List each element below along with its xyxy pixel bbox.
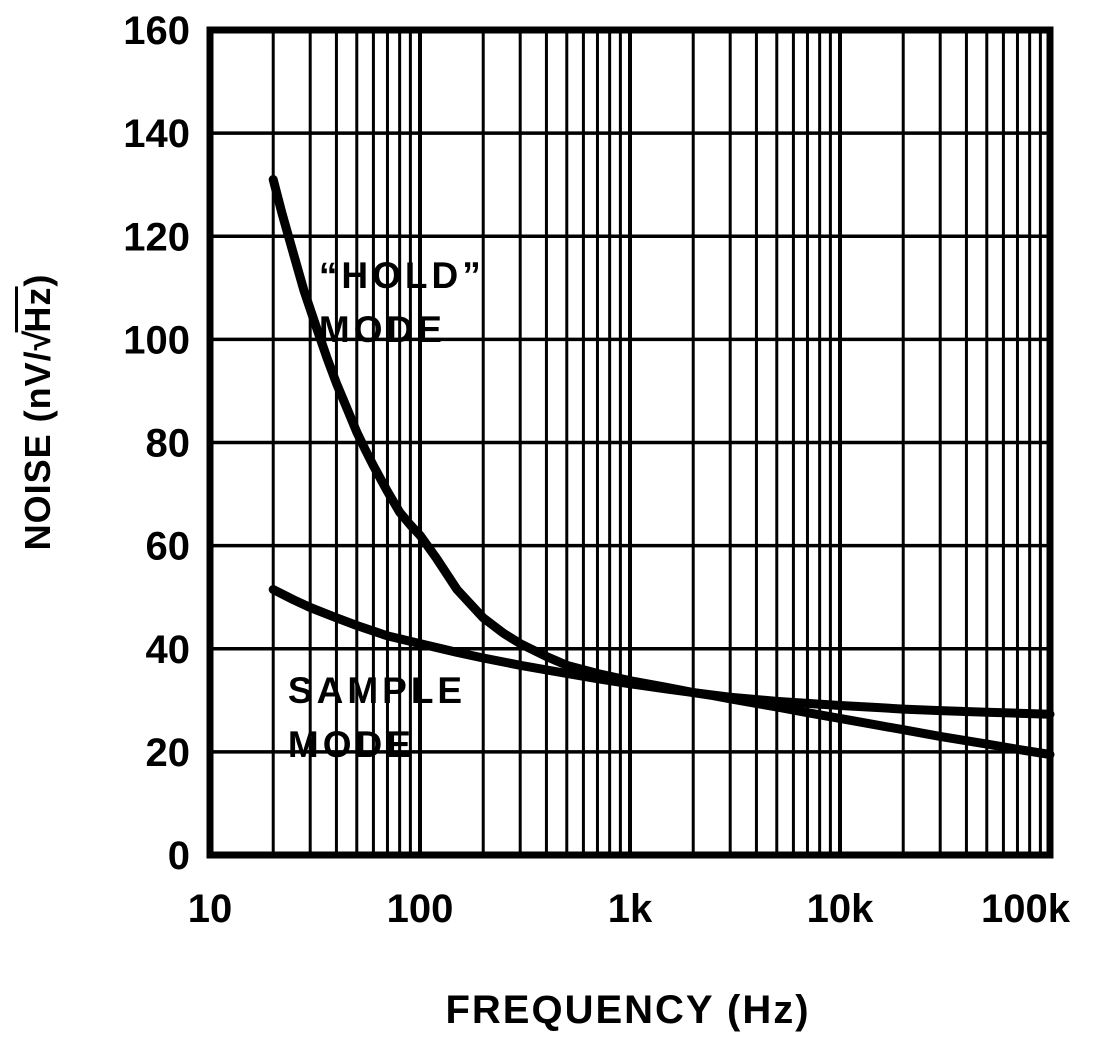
y-tick-label: 100	[123, 318, 190, 362]
x-axis-title: FREQUENCY (Hz)	[445, 988, 811, 1032]
hold-mode-curve	[268, 175, 1055, 759]
x-tick-label: 100k	[981, 887, 1071, 931]
plot-border	[206, 26, 1054, 859]
y-tick-label: 140	[123, 112, 190, 156]
sample-mode-curve	[268, 585, 1055, 719]
y-tick-label: 80	[146, 422, 191, 466]
x-tick-label: 100	[387, 887, 454, 931]
hold-mode-label-line-1: MODE	[319, 309, 446, 350]
sample-mode-label-line-1: MODE	[288, 724, 415, 765]
y-tick-label: 120	[123, 215, 190, 259]
y-tick-label: 160	[123, 9, 190, 53]
x-tick-label: 1k	[608, 887, 653, 931]
y-tick-label: 20	[146, 731, 191, 775]
y-tick-label: 60	[146, 525, 191, 569]
y-tick-label: 40	[146, 628, 191, 672]
x-tick-label: 10k	[807, 887, 874, 931]
sample-mode-label-line-0: SAMPLE	[288, 670, 466, 711]
x-tick-label: 10	[188, 887, 233, 931]
y-tick-label: 0	[168, 834, 190, 878]
hold-mode-label-line-0: “HOLD”	[319, 255, 485, 296]
